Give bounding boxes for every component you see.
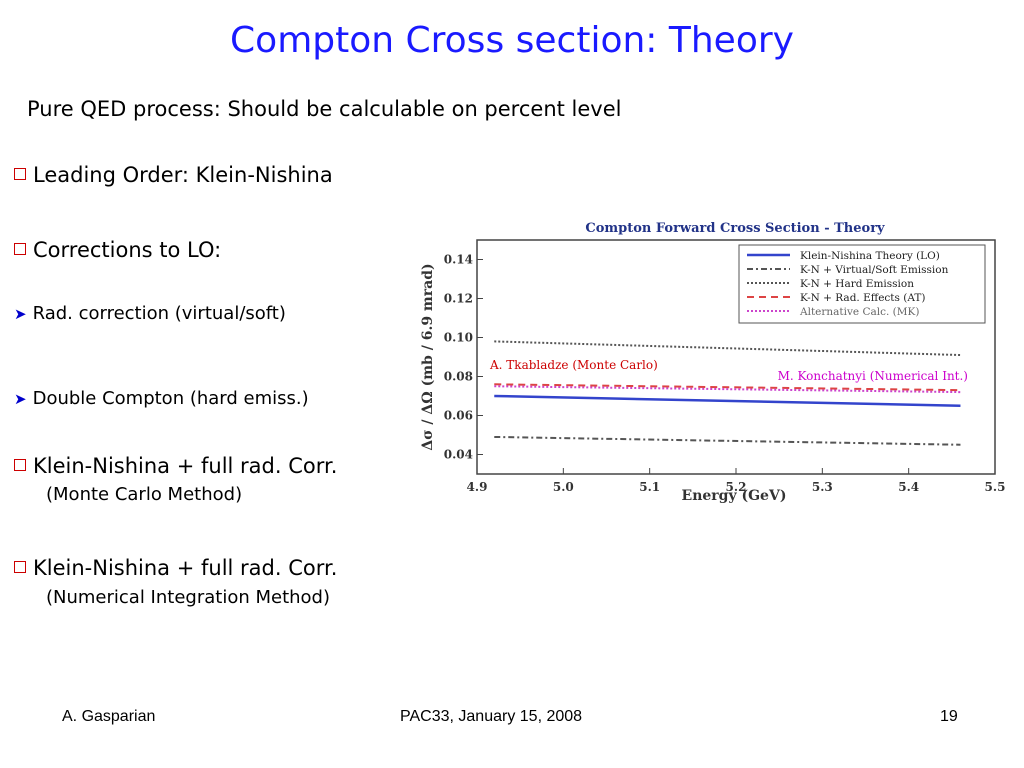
series-lines [494,340,961,446]
bullet-leading-order: Leading Order: Klein-Nishina [14,163,333,187]
annotation-numerical: M. Konchatnyi (Numerical Int.) [778,369,968,383]
annotation-monte-carlo: A. Tkabladze (Monte Carlo) [489,358,658,372]
bullet-text: Corrections to LO: [33,238,222,262]
x-tick-label: 5.3 [812,480,833,494]
footer-page-number: 19 [940,708,958,725]
checkbox-bullet-icon [14,561,26,573]
x-tick-label: 5.5 [985,480,1006,494]
bullet-corrections: Corrections to LO: [14,238,221,262]
bullet-kn-numerical: Klein-Nishina + full rad. Corr. [14,556,337,580]
y-tick-label: 0.10 [444,331,473,345]
y-tick-label: 0.12 [444,292,473,306]
legend-label: K-N + Hard Emission [800,278,914,290]
y-axis-label: Δσ / ΔΩ (mb / 6.9 mrad) [420,263,436,450]
bullet-text: Klein-Nishina + full rad. Corr. [33,454,338,478]
y-tick-label: 0.06 [444,409,473,423]
series-line-1 [494,435,961,446]
sub-bullet-rad-correction: ➤ Rad. correction (virtual/soft) [14,303,286,324]
legend: Klein-Nishina Theory (LO) K-N + Virtual/S… [738,244,986,324]
series-line-0 [494,394,961,407]
legend-items: Klein-Nishina Theory (LO) K-N + Virtual/S… [747,250,949,318]
x-tick-label: 5.0 [553,480,574,494]
legend-label: Alternative Calc. (MK) [799,306,919,318]
bullet-text: Leading Order: Klein-Nishina [33,163,333,187]
series-line-4 [494,385,961,394]
bullet-text: Rad. correction (virtual/soft) [32,303,286,324]
footer-author: A. Gasparian [62,708,156,725]
x-tick-label: 5.1 [639,480,660,494]
bullet-text: Double Compton (hard emiss.) [32,388,309,409]
method-note-numerical: (Numerical Integration Method) [46,587,330,608]
slide-title: Compton Cross section: Theory [230,20,794,61]
sub-bullet-double-compton: ➤ Double Compton (hard emiss.) [14,388,309,409]
y-tick-label: 0.08 [444,370,473,384]
checkbox-bullet-icon [14,168,26,180]
y-tick-label: 0.14 [444,253,473,267]
cross-section-chart: Compton Forward Cross Section - Theory E… [420,221,1006,504]
x-tick-label: 5.2 [726,480,747,494]
x-tick-label: 5.4 [898,480,919,494]
bullet-text: Klein-Nishina + full rad. Corr. [33,556,338,580]
series-line-2 [494,340,961,357]
checkbox-bullet-icon [14,459,26,471]
series-line-3 [494,383,961,392]
y-tick-label: 0.04 [444,448,473,462]
x-tick-label: 4.9 [467,480,488,494]
legend-label: K-N + Virtual/Soft Emission [800,264,949,276]
method-note-monte-carlo: (Monte Carlo Method) [46,484,243,505]
arrow-bullet-icon: ➤ [14,305,27,323]
chart-title: Compton Forward Cross Section - Theory [585,221,885,236]
checkbox-bullet-icon [14,243,26,255]
arrow-bullet-icon: ➤ [14,390,27,408]
axis-ticks: 4.9 5.0 5.1 5.2 5.3 5.4 5.5 0.04 0.06 0.08 0.10 0.1… [444,253,1006,495]
footer-event: PAC33, January 15, 2008 [400,708,583,725]
slide-subtitle: Pure QED process: Should be calculable o… [27,97,622,121]
bullet-kn-monte-carlo: Klein-Nishina + full rad. Corr. [14,454,337,478]
legend-label: Klein-Nishina Theory (LO) [800,250,940,262]
legend-label: K-N + Rad. Effects (AT) [800,292,925,304]
x-axis-label: Energy (GeV) [682,488,787,504]
